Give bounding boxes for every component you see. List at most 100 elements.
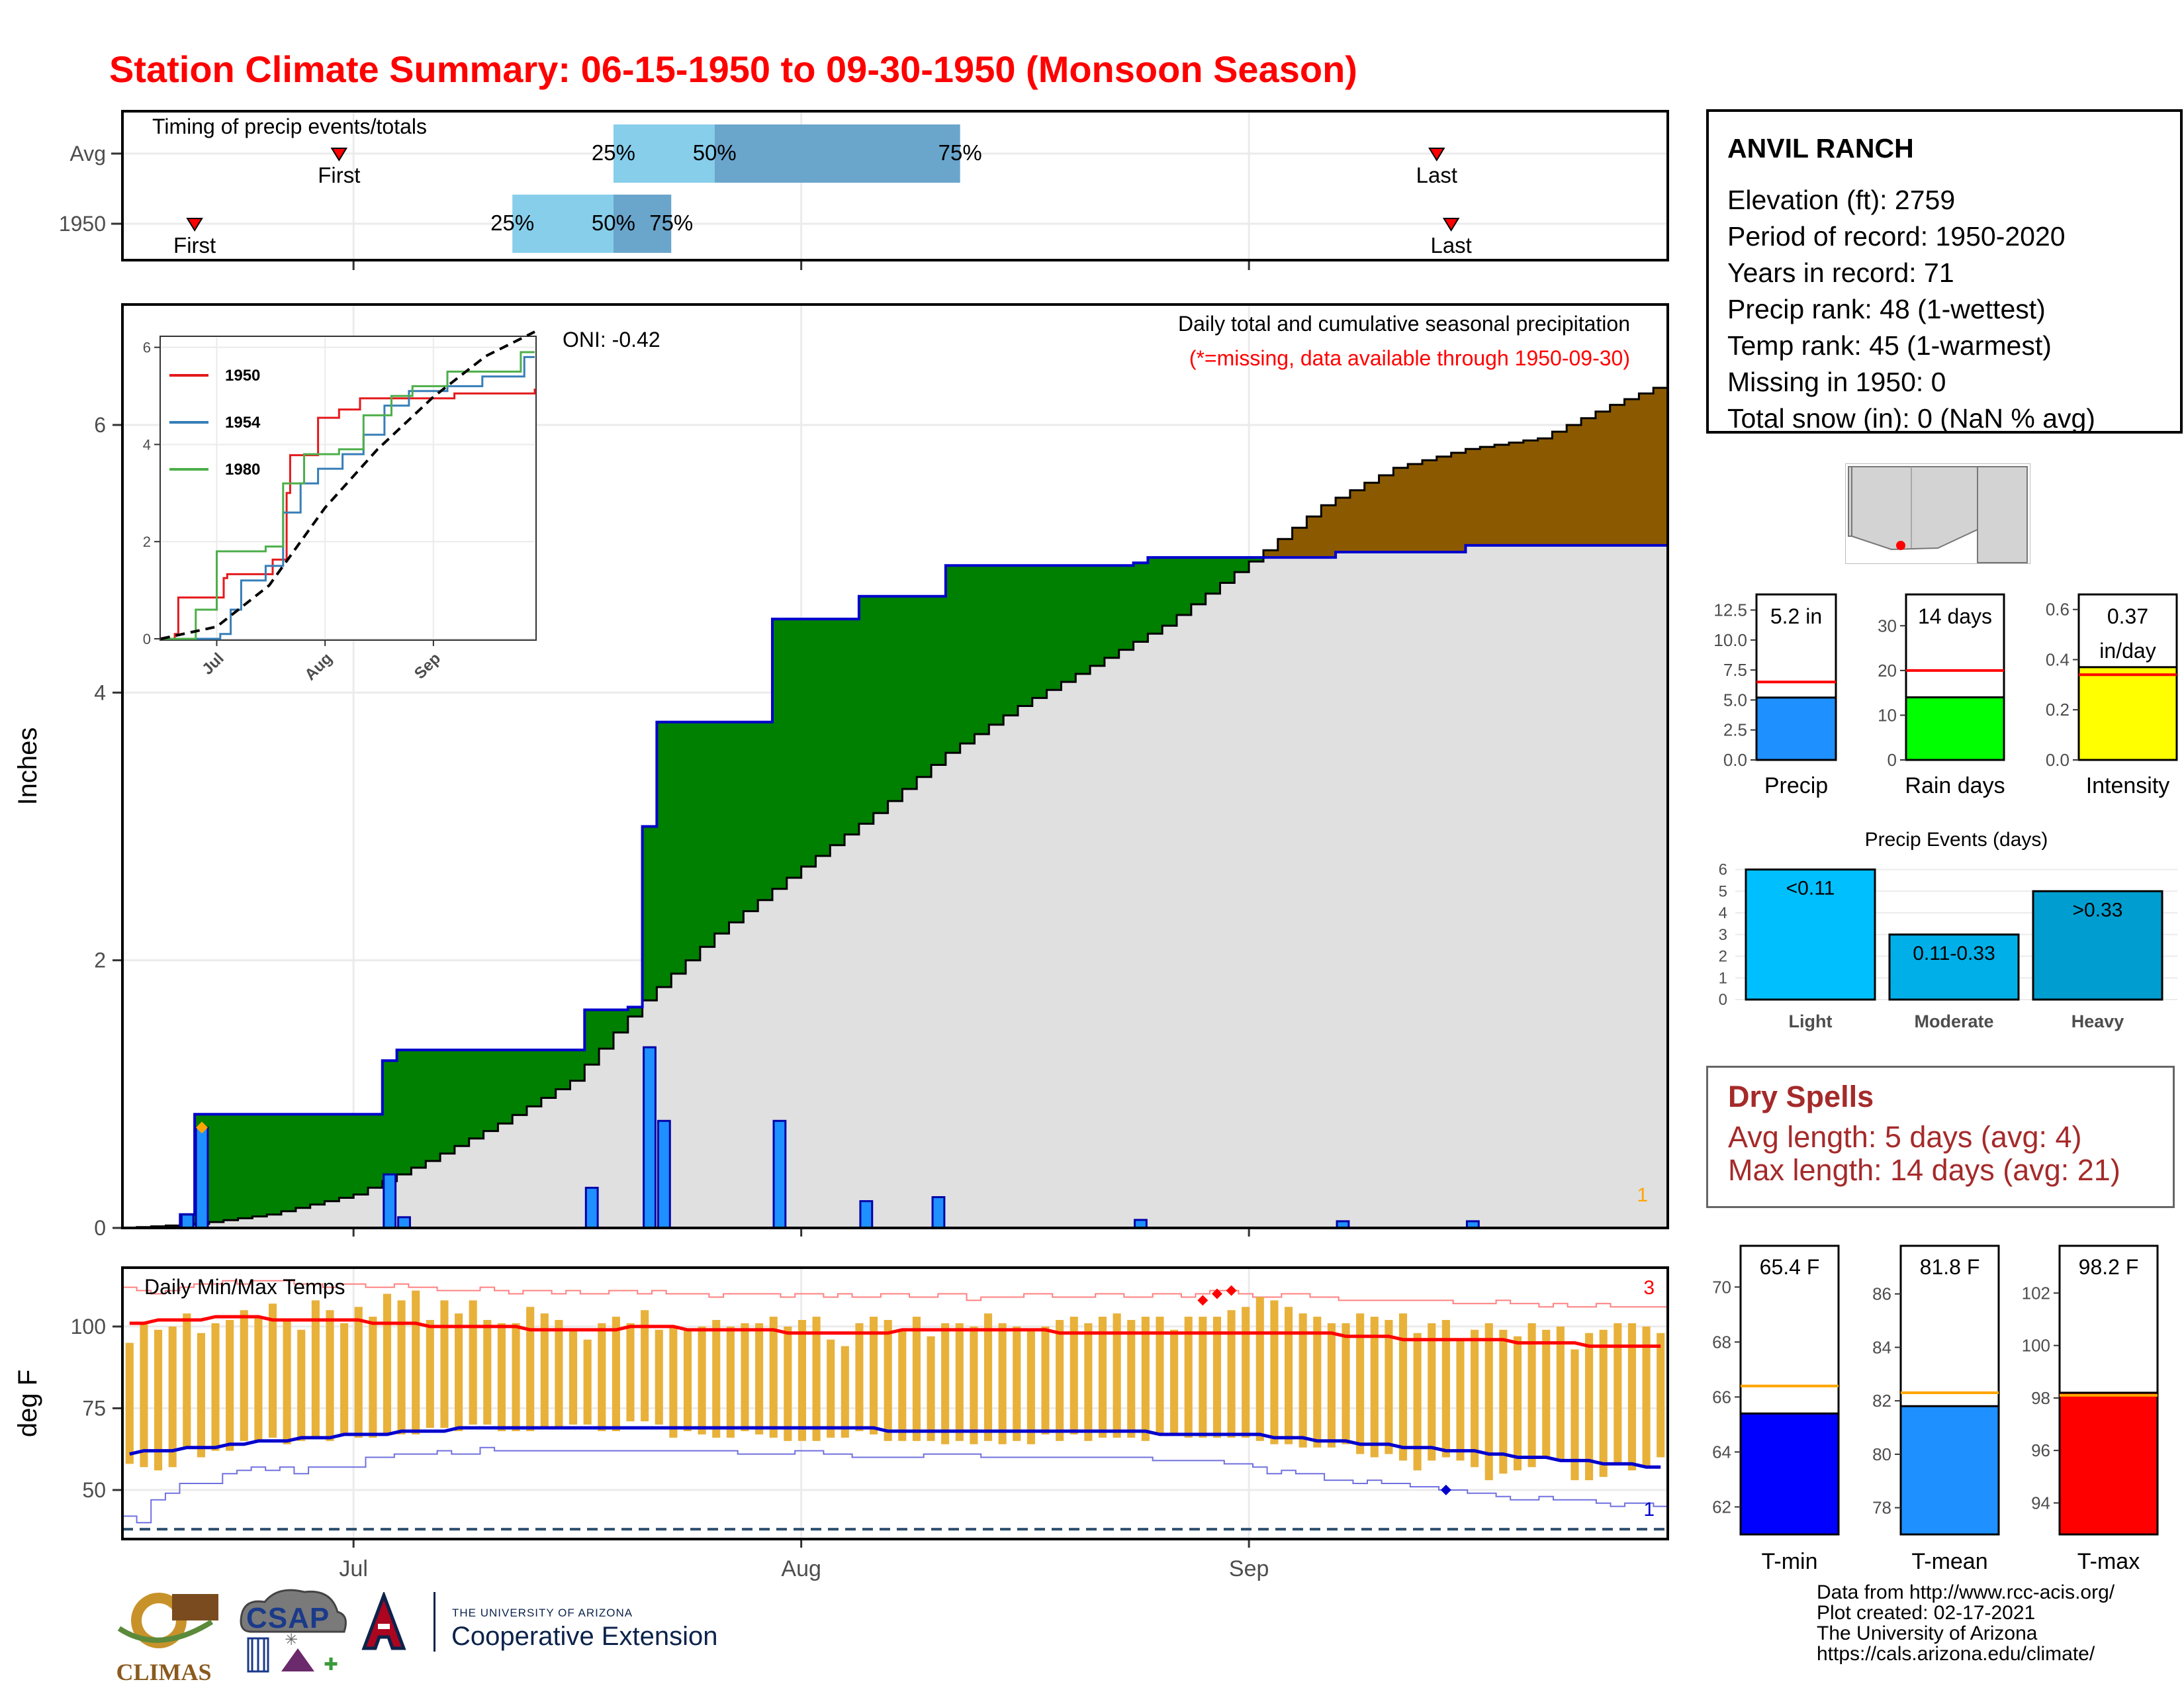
temp-bar [240, 1310, 248, 1441]
timing-heading: Timing of precip events/totals [152, 115, 427, 138]
quantile-label: 25% [592, 140, 635, 165]
temp-bar [998, 1323, 1007, 1444]
temp-bar [784, 1326, 792, 1441]
ua-a-icon [361, 1590, 406, 1650]
temp-bar [1599, 1329, 1608, 1477]
daily-precip-bar [584, 1186, 599, 1229]
daily-precip-bar [657, 1119, 671, 1229]
events-y-tick: 4 [1719, 904, 1727, 922]
station-info-line: Precip rank: 48 (1-wettest) [1727, 294, 2046, 324]
temp-bar [211, 1323, 220, 1451]
last-marker-icon [1442, 218, 1460, 232]
temp-bar [1113, 1313, 1121, 1438]
station-name: ANVIL RANCH [1727, 133, 1914, 164]
temp-bar [712, 1320, 721, 1438]
temp-bar [884, 1320, 892, 1441]
credit-line: Data from http://www.rcc-acis.org/ [1817, 1581, 2115, 1603]
temp-bar [1170, 1329, 1179, 1434]
timing-frame [121, 110, 1669, 261]
events-y-tick: 2 [1719, 948, 1727, 966]
climas-logo-icon [117, 1593, 218, 1648]
mini-y-tick: 78 [1872, 1498, 1891, 1518]
temp-bar [583, 1339, 592, 1425]
temp-bar [1084, 1323, 1093, 1441]
svg-text:✳: ✳ [285, 1631, 298, 1649]
station-info-line: Years in record: 71 [1727, 258, 1954, 288]
climas-logo: CLIMAS [106, 1582, 222, 1685]
precip-frame [121, 303, 1669, 1229]
missing-count: 1 [1637, 1184, 1648, 1206]
quantile-label: 75% [938, 140, 982, 165]
temp-bar [125, 1342, 134, 1464]
temp-bar [1270, 1300, 1279, 1444]
temp-bar [140, 1323, 148, 1468]
temp-bar [1441, 1320, 1450, 1458]
temp-bar [841, 1346, 849, 1438]
temp-bg [122, 1268, 1668, 1539]
mini-bar [1899, 1405, 2000, 1536]
mini-y-tick: 96 [2031, 1440, 2050, 1460]
events-y-tick: 0 [1719, 991, 1727, 1009]
temp-bar [983, 1313, 993, 1441]
temp-bar [354, 1307, 363, 1438]
temp-bar [1527, 1323, 1536, 1468]
temp-bar [1184, 1317, 1193, 1438]
mini-y-tick: 70 [1712, 1277, 1731, 1297]
record-high-line [122, 1280, 1668, 1308]
temp-bar [1570, 1349, 1579, 1481]
events-y-tick: 3 [1719, 926, 1727, 944]
temp-bar [1098, 1317, 1107, 1438]
mini-y-tick: 86 [1872, 1284, 1891, 1304]
temp-bar [440, 1300, 449, 1429]
mini-y-tick: 82 [1872, 1391, 1891, 1411]
mini-y-tick: 10.0 [1713, 630, 1747, 650]
mini-y-tick: 98 [2031, 1388, 2050, 1408]
inset-series-1954 [161, 355, 535, 640]
temp-bar [540, 1313, 549, 1429]
temp-bar [397, 1300, 406, 1434]
x-tick-label: Aug [781, 1556, 821, 1581]
temp-bar [941, 1323, 950, 1444]
x-tick-label: Sep [1229, 1556, 1269, 1581]
temp-bar [1298, 1313, 1307, 1448]
events-bar [2032, 890, 2163, 1001]
mini-category-label: T-min [1762, 1549, 1818, 1574]
mini-category-label: Precip [1764, 773, 1828, 798]
temp-bar [1657, 1333, 1665, 1458]
temp-bar [1484, 1323, 1493, 1481]
record-high-count: 3 [1643, 1277, 1655, 1299]
event-marker-icon [196, 1121, 208, 1134]
events-category-label: Moderate [1914, 1011, 1993, 1031]
temp-bar [1242, 1307, 1250, 1438]
mini-category-label: T-mean [1911, 1549, 1987, 1574]
mini-y-tick: 94 [2031, 1493, 2050, 1513]
events-bar-label: <0.11 [1786, 878, 1835, 900]
timing-bar-late [714, 124, 960, 183]
chart-legend-subtitle: (*=missing, data available through 1950-… [1189, 346, 1630, 370]
precip-events-chart: 0 1 2 3 4 5 6 Precip Events (days) <0.11 Light 0.1… [1719, 829, 2177, 1031]
temp-summary-bars: 62 64 66 68 70 65.4 F T-min 78 80 82 84 86 81.8 F T-m… [1712, 1244, 2159, 1574]
credit-line: Plot created: 02-17-2021 [1817, 1602, 2036, 1624]
temp-bar [870, 1317, 878, 1434]
temp-bar [612, 1317, 620, 1431]
temp-bar [769, 1317, 778, 1438]
mini-y-tick: 84 [1872, 1337, 1891, 1357]
precip-chart: Daily total and cumulative seasonal prec… [13, 303, 1669, 1240]
avg-cumulative-line [122, 382, 1669, 1229]
inset-series-avg [160, 330, 535, 640]
oni-annotation: ONI: -0.42 [563, 328, 660, 352]
temp-bar [1499, 1329, 1508, 1474]
quantile-label: 75% [649, 211, 693, 235]
inset-series-1950 [161, 389, 536, 640]
mini-bar [1739, 1412, 1840, 1536]
temp-bar [383, 1293, 392, 1434]
inset-y-tick: 0 [143, 631, 151, 647]
ua-divider [433, 1592, 435, 1652]
temp-bar [412, 1290, 420, 1434]
dry-spells-box: Dry Spells Avg length: 5 days (avg: 4) M… [1706, 1066, 2175, 1208]
temp-bar [1413, 1333, 1422, 1471]
mini-value-label: in/day [2099, 639, 2156, 663]
daily-precip-bar [859, 1200, 874, 1229]
mini-y-tick: 62 [1712, 1497, 1731, 1517]
events-bar [1745, 868, 1876, 1001]
